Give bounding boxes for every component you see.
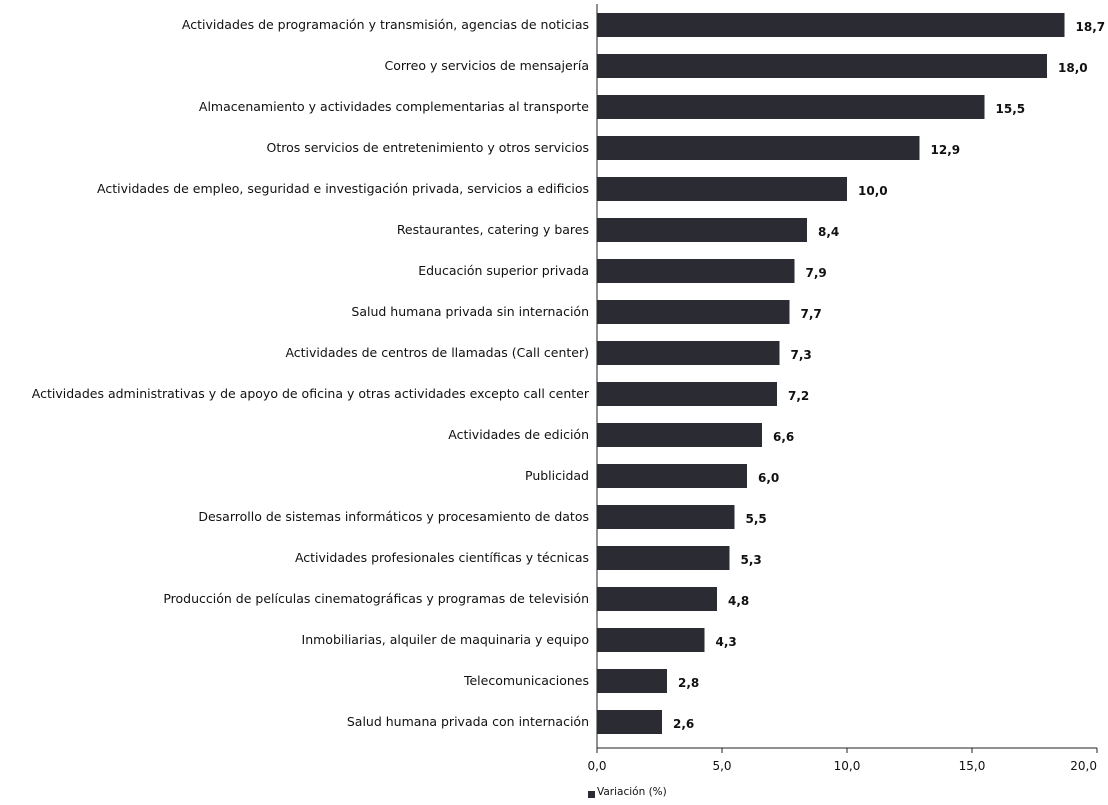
category-label: Actividades de programación y transmisió…	[182, 17, 589, 32]
category-label: Salud humana privada con internación	[347, 714, 589, 729]
bars-group	[597, 13, 1065, 734]
data-label: 15,5	[996, 102, 1026, 116]
bar	[597, 669, 667, 693]
x-tick-label: 20,0	[1070, 759, 1097, 773]
bar	[597, 300, 790, 324]
category-label: Almacenamiento y actividades complementa…	[199, 99, 589, 114]
bar	[597, 587, 717, 611]
category-labels: Actividades de programación y transmisió…	[32, 17, 590, 729]
bar	[597, 546, 730, 570]
category-label: Educación superior privada	[418, 263, 589, 278]
category-label: Otros servicios de entretenimiento y otr…	[266, 140, 589, 155]
category-label: Actividades profesionales científicas y …	[295, 550, 589, 565]
data-label: 5,3	[741, 553, 762, 567]
value-labels: 18,7 18,0 15,5 12,9 10,0 8,4 7,9 7,7 7,3 7,2 6,6 6,…	[673, 20, 1105, 731]
bar	[597, 54, 1047, 78]
bar	[597, 382, 777, 406]
bar	[597, 177, 847, 201]
category-label: Producción de películas cinematográficas…	[163, 591, 589, 606]
category-label: Publicidad	[525, 468, 589, 483]
x-tick-label: 0,0	[587, 759, 606, 773]
bar	[597, 628, 705, 652]
bar	[597, 13, 1065, 37]
data-label: 7,9	[806, 266, 827, 280]
bar	[597, 505, 735, 529]
bar	[597, 710, 662, 734]
bar	[597, 423, 762, 447]
bar	[597, 464, 747, 488]
data-label: 6,0	[758, 471, 779, 485]
category-label: Actividades de empleo, seguridad e inves…	[97, 181, 589, 196]
category-label: Desarrollo de sistemas informáticos y pr…	[198, 509, 589, 524]
bar	[597, 95, 985, 119]
data-label: 4,3	[716, 635, 737, 649]
bar	[597, 259, 795, 283]
data-label: 10,0	[858, 184, 888, 198]
x-tick-label: 15,0	[959, 759, 986, 773]
category-label: Telecomunicaciones	[463, 673, 589, 688]
data-label: 8,4	[818, 225, 839, 239]
category-label: Actividades administrativas y de apoyo d…	[32, 386, 590, 401]
data-label: 18,0	[1058, 61, 1088, 75]
data-label: 2,8	[678, 676, 699, 690]
x-tick-label: 10,0	[834, 759, 861, 773]
data-label: 7,7	[801, 307, 822, 321]
category-label: Correo y servicios de mensajería	[384, 58, 589, 73]
legend: Variación (%)	[588, 786, 667, 798]
data-label: 5,5	[746, 512, 767, 526]
data-label: 6,6	[773, 430, 794, 444]
data-label: 2,6	[673, 717, 694, 731]
data-label: 12,9	[931, 143, 961, 157]
category-label: Actividades de edición	[448, 427, 589, 442]
x-ticks: 0,0 5,0 10,0 15,0 20,0	[587, 748, 1098, 773]
data-label: 7,3	[791, 348, 812, 362]
data-label: 7,2	[788, 389, 809, 403]
x-tick-label: 5,0	[712, 759, 731, 773]
bar	[597, 218, 807, 242]
data-label: 4,8	[728, 594, 749, 608]
category-label: Restaurantes, catering y bares	[397, 222, 589, 237]
category-label: Actividades de centros de llamadas (Call…	[285, 345, 589, 360]
legend-label: Variación (%)	[597, 786, 667, 798]
legend-swatch	[588, 791, 595, 798]
category-label: Inmobiliarias, alquiler de maquinaria y …	[302, 632, 589, 647]
data-label: 18,7	[1076, 20, 1106, 34]
bar	[597, 341, 780, 365]
category-label: Salud humana privada sin internación	[351, 304, 589, 319]
bar	[597, 136, 920, 160]
